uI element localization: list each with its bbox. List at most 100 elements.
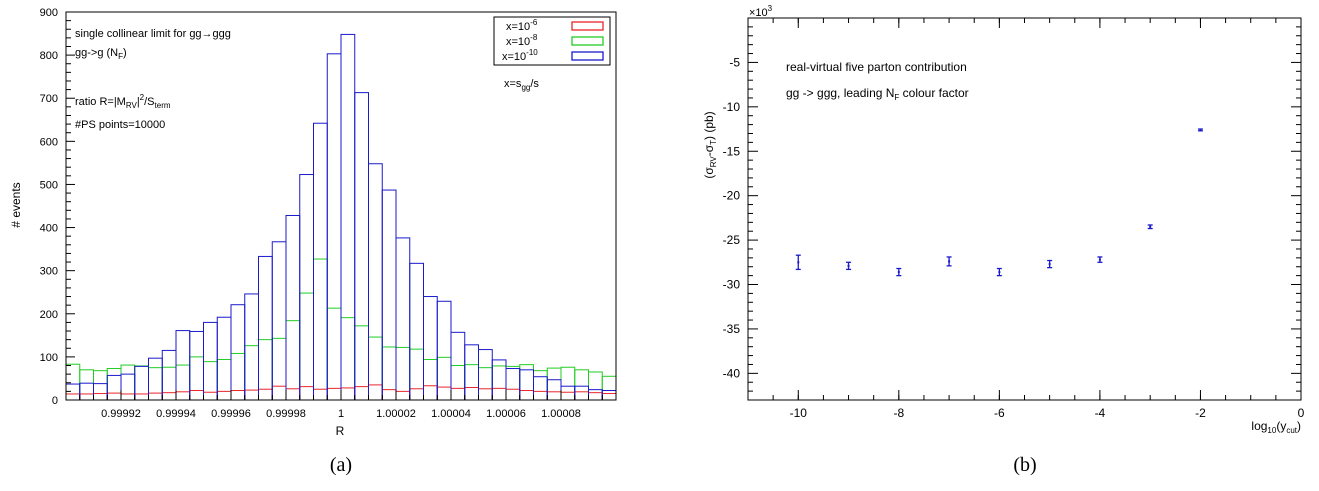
y-tick-label: 300: [40, 266, 58, 278]
annotation-process: gg->g (NF): [75, 47, 127, 61]
marker: [797, 261, 800, 264]
marker: [998, 271, 1001, 274]
legend-label-1: x=10-6: [506, 18, 538, 33]
annotation-process-tail: ): [123, 47, 127, 59]
x-tick-label: -8: [893, 406, 904, 420]
y-tick-label: 400: [40, 223, 58, 235]
legend-box: [493, 16, 611, 66]
annotation-cf-text: gg -> ggg, leading N: [786, 86, 894, 100]
y-tick-label: 200: [40, 309, 58, 321]
x-axis: 0.99992 0.99994 0.99996 0.99998 1 1.00002 1.00…: [65, 390, 617, 420]
y-tick-label: -30: [723, 278, 741, 292]
y-label-part-1: (σ: [702, 167, 716, 179]
annotation-x-definition: x=sgg/s: [504, 78, 539, 92]
y-multiplier-base: ×10: [749, 7, 768, 19]
x-axis-label-b: log10(ycut): [1251, 419, 1301, 435]
annotation-ratio-sub2: term: [155, 101, 171, 110]
y-axis-label-b: (σRV-σT) (pb): [702, 111, 718, 178]
y-tick-label: 700: [40, 93, 58, 105]
x-tick-label: 0.99994: [156, 408, 196, 420]
y-multiplier: ×103: [749, 4, 773, 19]
annotation-process-sub: F: [118, 52, 123, 61]
y-axis: 0 100 200 300 400 500 600 700 800 900: [40, 7, 75, 407]
x-tick-label: 1.00002: [376, 408, 416, 420]
annotation-colour-factor: gg -> ggg, leading NF colour factor: [786, 86, 969, 102]
annotation-cf-tail: colour factor: [899, 86, 968, 100]
data-point: [896, 267, 902, 277]
x-label-part-3: ): [1297, 419, 1301, 433]
y-tick-label: 100: [40, 352, 58, 364]
x-tick-label: 1: [338, 408, 344, 420]
x-label-part-1: log: [1251, 419, 1267, 433]
data-point: [946, 256, 952, 267]
data-point: [1197, 128, 1203, 132]
legend: x=10-6 x=10-8 x=10-10: [493, 16, 611, 66]
marker: [1199, 128, 1202, 131]
legend-base-1: x=10: [506, 21, 530, 33]
legend-swatch-3: [571, 51, 604, 61]
y-tick-label: -10: [723, 100, 741, 114]
x-tick-label: -10: [790, 406, 808, 420]
annotation-ratio-text: ratio R=|M: [75, 96, 126, 108]
series-3: [65, 33, 617, 401]
annotation-x-tail: /s: [530, 78, 539, 90]
data-point: [846, 261, 852, 271]
annotation-ratio-sup: 2: [140, 93, 145, 102]
data-point: [1097, 256, 1103, 263]
annotation-ratio-sub: RV: [126, 101, 138, 110]
annotation-cf-sub: F: [894, 93, 899, 102]
legend-exp-1: -6: [530, 18, 538, 27]
y-tick-label: 600: [40, 136, 58, 148]
marker: [897, 271, 900, 274]
x-label-sub-1: 10: [1267, 426, 1276, 435]
marker: [1149, 225, 1152, 228]
y-tick-label: -35: [723, 322, 741, 336]
y-tick-label: -5: [729, 55, 740, 69]
y-tick-label: -20: [723, 189, 741, 203]
legend-base-2: x=10: [506, 36, 530, 48]
annotation-ratio-tail: |: [137, 96, 140, 108]
x-tick-label: -2: [1195, 406, 1206, 420]
y-label-part-3: ) (pb): [702, 111, 716, 140]
annotation-x-text: x=s: [504, 78, 522, 90]
legend-swatch-2: [571, 36, 604, 46]
x-tick-label: -6: [994, 406, 1005, 420]
data-point: [1147, 224, 1153, 230]
marker: [1048, 263, 1051, 266]
y-multiplier-exp: 3: [768, 4, 773, 13]
y-tick-label: 900: [40, 7, 58, 19]
x-tick-label: 0.99998: [266, 408, 306, 420]
x-tick-label: 1.00008: [541, 408, 581, 420]
x-label-sub-2: cut: [1286, 426, 1297, 435]
y-tick-label: 800: [40, 50, 58, 62]
annotation-title: single collinear limit for gg→ggg: [75, 28, 231, 40]
annotation-points: #PS points=10000: [75, 119, 165, 131]
panel-caption-a: (a): [330, 454, 352, 476]
x-axis-b: -10 -8 -6 -4 -2 0: [747, 18, 1305, 420]
y-tick-label: 500: [40, 179, 58, 191]
panel-caption-b: (b): [1013, 454, 1036, 476]
annotation-contribution: real-virtual five parton contribution: [786, 60, 967, 74]
data-point: [996, 267, 1002, 277]
data-point: [795, 254, 801, 271]
marker: [1098, 258, 1101, 261]
y-axis-b: -5 -10 -15 -20 -25 -30 -35 -40: [723, 26, 1301, 392]
x-tick-label: -4: [1095, 406, 1106, 420]
x-axis-label: R: [336, 424, 345, 438]
legend-exp-3: -10: [526, 48, 538, 57]
marker: [847, 264, 850, 267]
x-tick-label: 0.99992: [101, 408, 141, 420]
legend-swatch-1: [571, 21, 604, 31]
y-axis-label: # events: [9, 182, 23, 227]
y-tick-label: -15: [723, 144, 741, 158]
annotation-ratio-tail2: /S: [144, 96, 154, 108]
y-label-part-2: -σ: [702, 144, 716, 156]
data-point: [1047, 259, 1053, 269]
marker: [948, 260, 951, 263]
x-tick-label: 0.99996: [211, 408, 251, 420]
legend-exp-2: -8: [530, 33, 538, 42]
plot-border-b: [747, 17, 1302, 401]
y-tick-label: -25: [723, 233, 741, 247]
